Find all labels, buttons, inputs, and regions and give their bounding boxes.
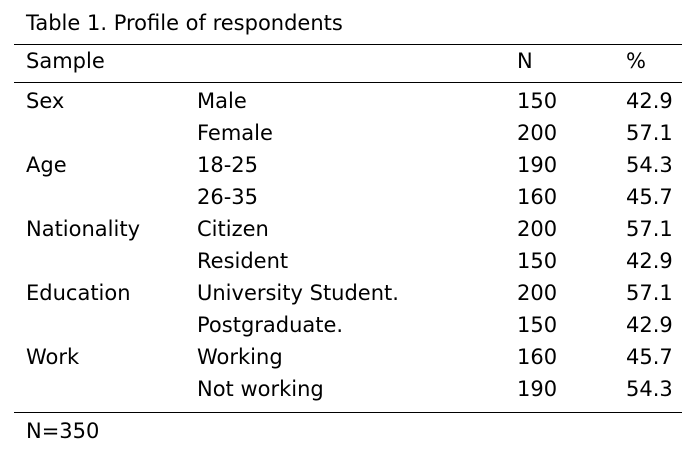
row-n: 150 [517,312,557,338]
row-subcategory: Postgraduate. [197,312,343,338]
row-subcategory: Not working [197,376,324,402]
row-percent: 45.7 [626,344,673,370]
row-n: 160 [517,344,557,370]
row-subcategory: Resident [197,248,288,274]
row-subcategory: 18-25 [197,152,258,178]
row-subcategory: 26-35 [197,184,258,210]
row-percent: 45.7 [626,184,673,210]
row-percent: 57.1 [626,120,673,146]
row-percent: 54.3 [626,376,673,402]
row-category: Sex [26,88,64,114]
row-subcategory: Working [197,344,283,370]
row-category: Education [26,280,131,306]
row-subcategory: Male [197,88,247,114]
table-bottom-rule [14,412,682,413]
row-percent: 57.1 [626,280,673,306]
row-percent: 54.3 [626,152,673,178]
table-top-rule [14,44,682,45]
row-category: Nationality [26,216,140,242]
row-category: Age [26,152,67,178]
row-percent: 57.1 [626,216,673,242]
row-n: 200 [517,280,557,306]
header-n: N [517,48,533,74]
header-bottom-rule [14,82,682,83]
row-n: 150 [517,248,557,274]
row-n: 200 [517,120,557,146]
row-percent: 42.9 [626,88,673,114]
row-subcategory: Female [197,120,273,146]
row-n: 200 [517,216,557,242]
row-percent: 42.9 [626,248,673,274]
table-caption: Table 1. Profile of respondents [26,10,343,36]
row-n: 190 [517,152,557,178]
table-footnote: N=350 [26,418,99,444]
row-n: 150 [517,88,557,114]
header-percent: % [626,48,646,74]
row-category: Work [26,344,79,370]
row-subcategory: University Student. [197,280,399,306]
row-percent: 42.9 [626,312,673,338]
row-subcategory: Citizen [197,216,269,242]
header-sample: Sample [26,48,105,74]
row-n: 190 [517,376,557,402]
row-n: 160 [517,184,557,210]
